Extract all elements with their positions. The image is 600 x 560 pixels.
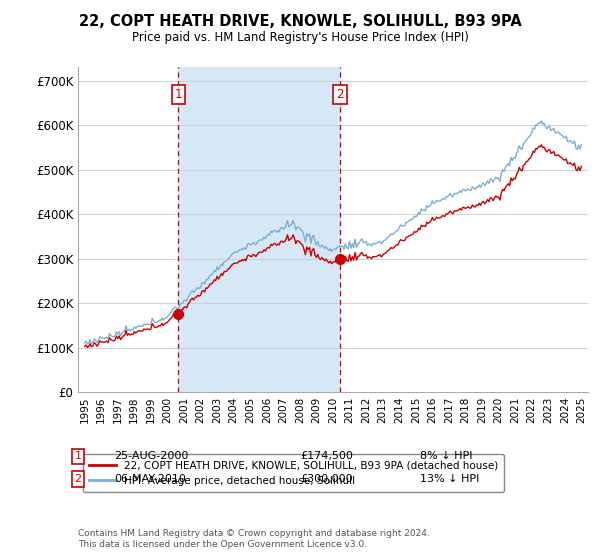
Bar — [178, 67, 340, 392]
Text: 2: 2 — [336, 88, 344, 101]
Text: 25-AUG-2000: 25-AUG-2000 — [114, 451, 188, 461]
Text: Price paid vs. HM Land Registry's House Price Index (HPI): Price paid vs. HM Land Registry's House … — [131, 31, 469, 44]
Text: 8% ↓ HPI: 8% ↓ HPI — [420, 451, 473, 461]
Text: Contains HM Land Registry data © Crown copyright and database right 2024.
This d: Contains HM Land Registry data © Crown c… — [78, 529, 430, 549]
Text: 13% ↓ HPI: 13% ↓ HPI — [420, 474, 479, 484]
Text: £174,500: £174,500 — [300, 451, 353, 461]
Text: 1: 1 — [74, 451, 82, 461]
Text: 2: 2 — [74, 474, 82, 484]
Text: £300,000: £300,000 — [300, 474, 353, 484]
Text: 06-MAY-2010: 06-MAY-2010 — [114, 474, 186, 484]
Text: 1: 1 — [175, 88, 182, 101]
Legend: 22, COPT HEATH DRIVE, KNOWLE, SOLIHULL, B93 9PA (detached house), HPI: Average p: 22, COPT HEATH DRIVE, KNOWLE, SOLIHULL, … — [83, 454, 505, 492]
Text: 22, COPT HEATH DRIVE, KNOWLE, SOLIHULL, B93 9PA: 22, COPT HEATH DRIVE, KNOWLE, SOLIHULL, … — [79, 14, 521, 29]
